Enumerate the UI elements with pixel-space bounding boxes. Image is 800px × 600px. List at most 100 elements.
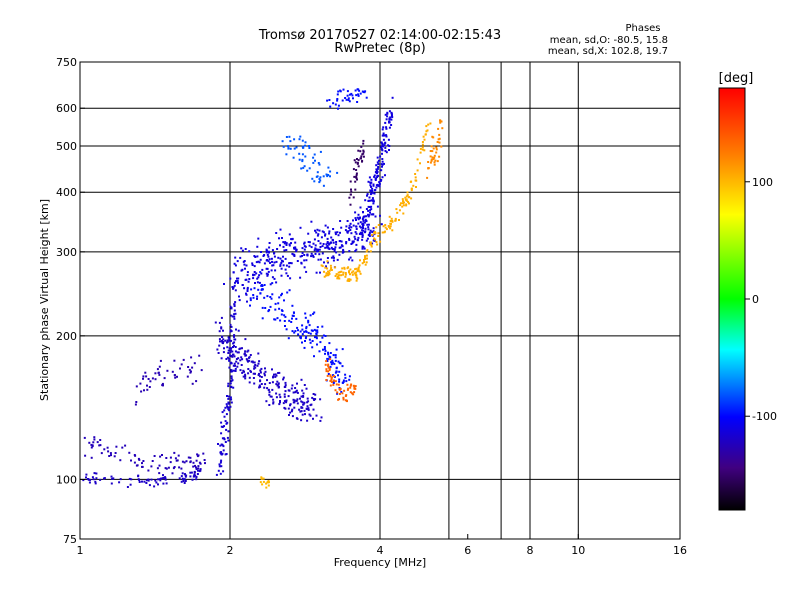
data-point — [424, 133, 427, 136]
data-point — [387, 138, 390, 141]
data-point — [198, 461, 201, 464]
data-point — [398, 209, 401, 212]
data-point — [166, 369, 169, 372]
data-point — [99, 444, 102, 447]
data-point — [434, 159, 437, 162]
data-point — [299, 335, 302, 338]
data-point — [346, 220, 349, 222]
data-point — [228, 359, 231, 362]
data-point — [362, 222, 365, 225]
data-point — [408, 202, 410, 205]
data-point — [326, 257, 329, 259]
data-point — [156, 368, 159, 371]
data-point — [348, 224, 351, 227]
data-point — [282, 376, 285, 379]
data-point — [362, 219, 365, 222]
data-point — [218, 344, 221, 347]
data-point — [361, 218, 364, 220]
data-point — [305, 335, 308, 338]
data-point — [326, 237, 329, 240]
data-point — [315, 329, 317, 332]
data-point — [307, 407, 310, 410]
data-point — [300, 395, 303, 398]
data-point — [295, 317, 298, 320]
data-point — [300, 261, 303, 264]
data-point — [374, 171, 377, 173]
data-point — [161, 477, 164, 480]
data-point — [383, 144, 386, 147]
data-point — [329, 380, 332, 382]
data-point — [241, 347, 243, 350]
data-point — [314, 244, 317, 247]
data-point — [330, 376, 333, 379]
data-point — [300, 378, 303, 381]
data-point — [355, 274, 358, 277]
data-point — [416, 158, 419, 161]
data-point — [334, 356, 337, 359]
data-point — [220, 357, 223, 360]
data-point — [254, 364, 257, 366]
data-point — [313, 238, 316, 241]
data-point — [349, 268, 352, 271]
data-point — [244, 377, 247, 380]
data-point — [283, 314, 286, 317]
data-point — [379, 180, 382, 182]
data-point — [374, 189, 377, 191]
data-point — [114, 452, 117, 454]
data-point — [260, 272, 263, 275]
data-point — [377, 235, 380, 237]
data-point — [278, 296, 281, 299]
data-point — [284, 384, 287, 387]
data-point — [336, 258, 339, 261]
data-point — [325, 265, 327, 268]
data-point — [257, 260, 260, 263]
data-point — [277, 256, 280, 259]
data-point — [282, 260, 284, 263]
data-point — [345, 242, 348, 245]
y-tick-label: 75 — [63, 533, 77, 546]
data-point — [283, 249, 286, 252]
data-point — [196, 453, 199, 456]
data-point — [336, 99, 339, 102]
data-point — [294, 246, 297, 249]
data-point — [307, 408, 310, 411]
data-point — [253, 271, 256, 273]
data-point — [334, 275, 337, 277]
data-point — [334, 266, 337, 269]
data-point — [272, 401, 275, 404]
data-point — [317, 258, 320, 261]
data-point — [372, 230, 375, 233]
data-point — [414, 176, 417, 179]
data-point — [235, 328, 237, 331]
data-point — [311, 340, 314, 342]
data-point — [312, 161, 315, 164]
data-point — [390, 217, 393, 220]
data-point — [367, 199, 370, 202]
data-point — [349, 193, 352, 196]
data-point — [368, 231, 371, 234]
data-point — [332, 228, 335, 230]
data-point — [281, 310, 284, 312]
data-point — [307, 232, 310, 235]
data-point — [284, 390, 287, 393]
data-point — [224, 441, 227, 443]
data-point — [361, 234, 364, 237]
data-point — [372, 199, 375, 202]
data-point — [223, 437, 225, 440]
data-point — [322, 334, 325, 337]
data-point — [319, 271, 321, 274]
data-point — [357, 93, 360, 96]
data-point — [326, 360, 329, 362]
data-point — [346, 267, 349, 270]
data-point — [297, 329, 299, 332]
data-point — [328, 369, 331, 371]
data-point — [164, 476, 167, 479]
data-point — [433, 154, 436, 157]
data-point — [410, 189, 413, 192]
data-point — [389, 116, 392, 119]
data-point — [90, 456, 93, 459]
data-point — [381, 158, 384, 160]
data-point — [233, 362, 236, 365]
data-point — [337, 90, 340, 93]
